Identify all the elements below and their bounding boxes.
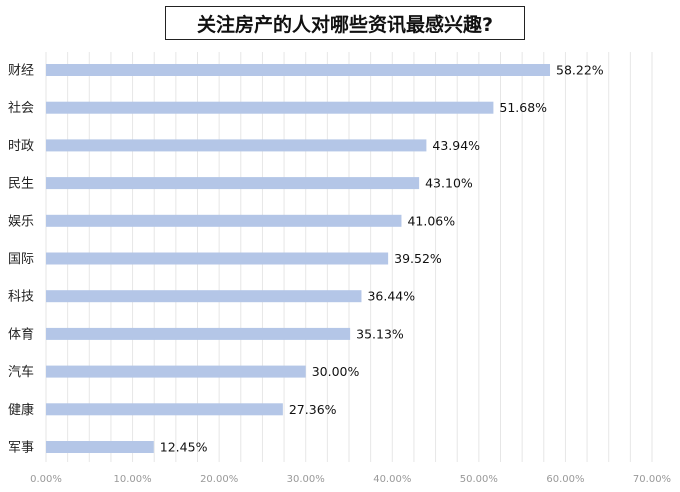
bar xyxy=(46,177,420,190)
data-label: 35.13% xyxy=(356,326,404,341)
bar xyxy=(46,214,402,227)
category-label: 健康 xyxy=(8,402,34,418)
x-tick-label: 0.00% xyxy=(30,474,62,485)
bar xyxy=(46,64,551,76)
data-label: 43.10% xyxy=(425,176,473,191)
data-label: 43.94% xyxy=(432,138,480,153)
bar xyxy=(46,403,283,416)
category-label: 体育 xyxy=(8,326,34,342)
data-label: 41.06% xyxy=(407,213,455,228)
category-label: 汽车 xyxy=(8,364,34,380)
category-label: 军事 xyxy=(8,441,34,456)
data-label: 36.44% xyxy=(367,289,415,304)
bar xyxy=(46,365,306,378)
data-label: 58.22% xyxy=(556,63,604,78)
bar xyxy=(46,101,494,114)
data-label: 27.36% xyxy=(289,402,337,417)
category-label: 娱乐 xyxy=(8,214,34,229)
category-label: 科技 xyxy=(8,290,34,305)
data-label: 39.52% xyxy=(394,251,442,266)
chart-title: 关注房产的人对哪些资讯最感兴趣? xyxy=(165,6,525,40)
x-tick-label: 60.00% xyxy=(546,474,584,485)
bar xyxy=(46,252,389,265)
x-tick-label: 20.00% xyxy=(200,474,238,485)
bar xyxy=(46,139,427,152)
data-label: 12.45% xyxy=(160,440,208,455)
category-label: 国际 xyxy=(8,252,34,267)
x-tick-label: 40.00% xyxy=(373,474,411,485)
data-label: 30.00% xyxy=(312,364,360,379)
x-tick-label: 10.00% xyxy=(114,474,152,485)
value-labels: 58.22% 51.68% 43.94% 43.10% 41.06% 39.52% 36.4… xyxy=(160,63,604,455)
category-label: 财经 xyxy=(8,64,34,79)
category-label: 民生 xyxy=(8,177,34,192)
bar xyxy=(46,327,351,340)
x-tick-label: 70.00% xyxy=(633,474,671,485)
category-label: 时政 xyxy=(8,139,34,154)
data-label: 51.68% xyxy=(499,100,547,115)
x-axis-ticks: 0.00% 10.00% 20.00% 30.00% 40.00% 50.00% 60.00… xyxy=(30,474,671,485)
bars xyxy=(46,64,551,453)
bar xyxy=(46,290,362,303)
bar xyxy=(46,441,154,453)
category-label: 社会 xyxy=(8,100,34,116)
x-tick-label: 30.00% xyxy=(287,474,325,485)
x-tick-label: 50.00% xyxy=(460,474,498,485)
